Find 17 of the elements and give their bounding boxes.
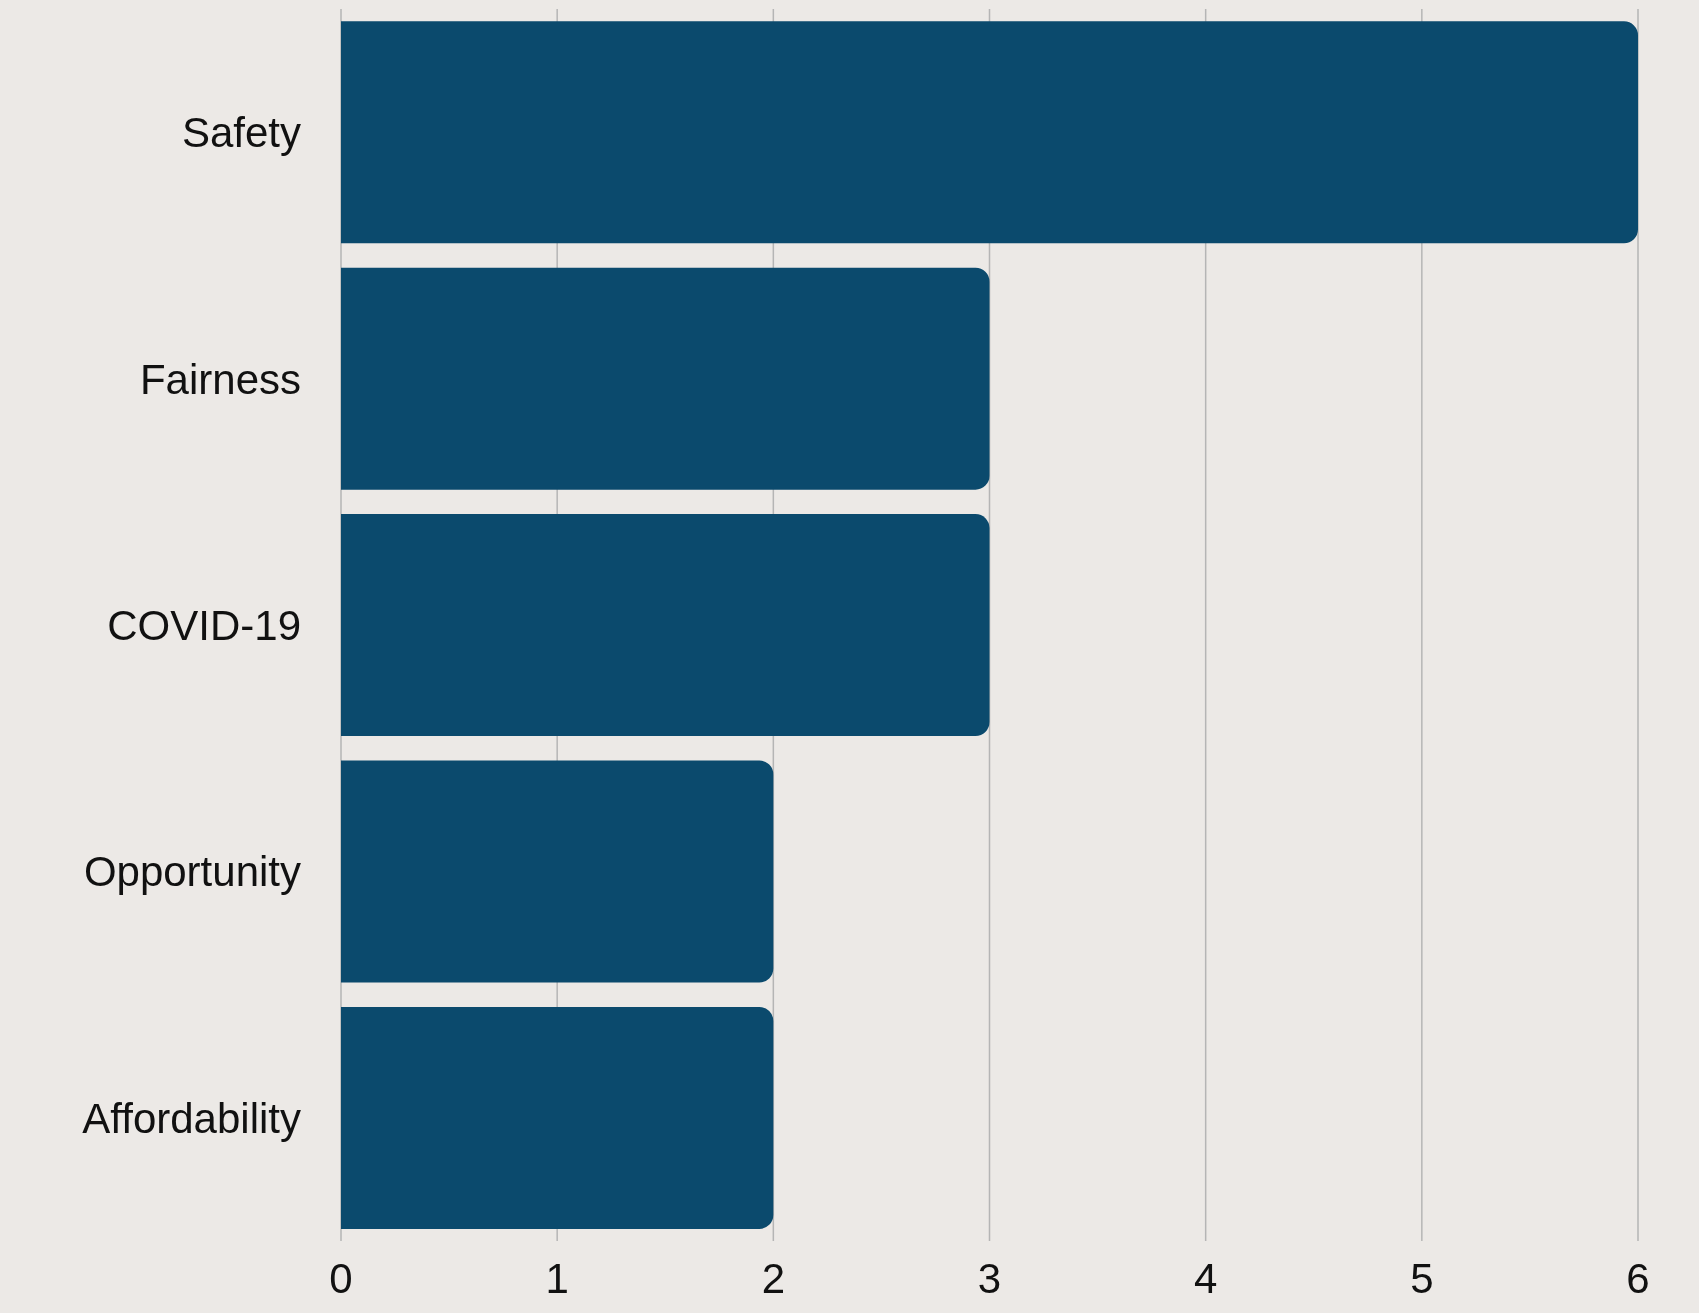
x-tick-label: 1 <box>545 1254 569 1302</box>
x-tick-label: 6 <box>1626 1254 1650 1302</box>
x-tick-label: 5 <box>1410 1254 1434 1302</box>
y-tick-label: Safety <box>181 109 301 157</box>
bar <box>341 760 774 983</box>
bar <box>341 267 990 490</box>
x-tick-label: 0 <box>329 1254 353 1302</box>
bar <box>341 514 990 737</box>
y-tick-label: COVID-19 <box>107 601 301 649</box>
bar <box>341 21 1638 244</box>
bar <box>341 1006 774 1229</box>
x-tick-label: 2 <box>761 1254 786 1302</box>
x-tick-label: 3 <box>977 1254 1002 1302</box>
y-tick-label: Opportunity <box>83 848 301 896</box>
y-tick-label: Affordability <box>82 1094 301 1142</box>
y-tick-label: Fairness <box>139 355 301 403</box>
x-tick-label: 4 <box>1193 1254 1218 1302</box>
